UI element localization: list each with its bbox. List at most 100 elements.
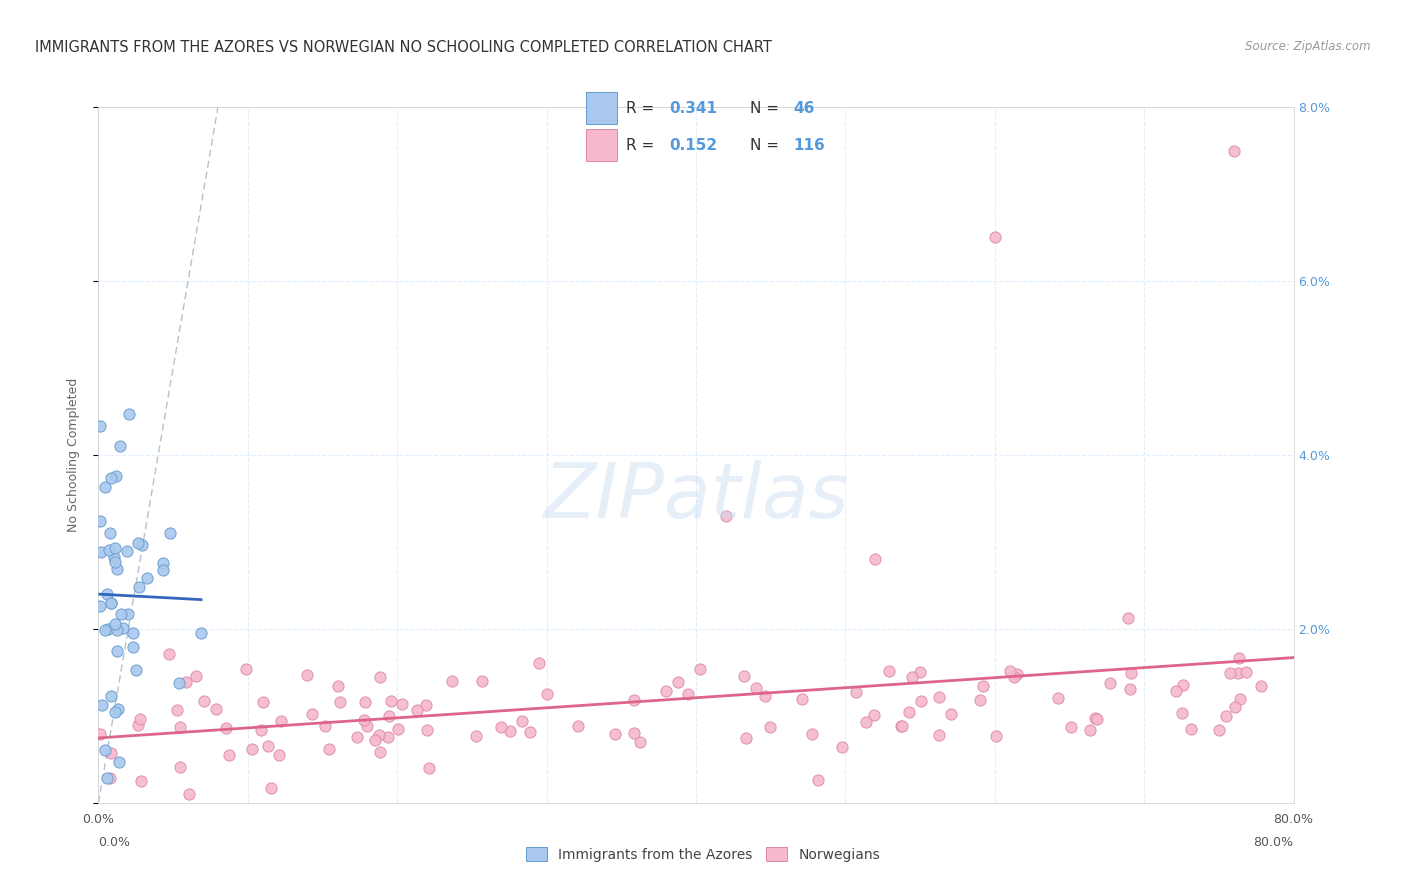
- Point: [910, 693, 932, 707]
- Point: [676, 687, 699, 701]
- Point: [89, 599, 111, 613]
- Point: [733, 669, 755, 683]
- Point: [1208, 723, 1230, 737]
- Point: [418, 760, 440, 774]
- Point: [714, 508, 737, 523]
- Point: [890, 719, 912, 733]
- Point: [364, 733, 387, 747]
- Point: [1060, 720, 1083, 734]
- Point: [97, 623, 120, 637]
- Point: [89, 515, 111, 529]
- Point: [93, 480, 115, 494]
- Point: [901, 670, 924, 684]
- Point: [90, 545, 112, 559]
- Point: [1000, 664, 1022, 678]
- Point: [465, 729, 488, 743]
- Point: [353, 713, 375, 727]
- Point: [877, 665, 900, 679]
- Point: [98, 771, 121, 785]
- Point: [1219, 665, 1241, 680]
- Point: [807, 772, 830, 787]
- Text: 0.341: 0.341: [669, 101, 717, 116]
- Point: [174, 675, 197, 690]
- Point: [252, 695, 274, 709]
- Point: [218, 748, 240, 763]
- Point: [215, 722, 238, 736]
- Point: [519, 725, 541, 739]
- Text: 80.0%: 80.0%: [1254, 837, 1294, 849]
- Point: [1046, 691, 1069, 706]
- Point: [100, 596, 122, 610]
- Point: [969, 693, 991, 707]
- Point: [100, 470, 122, 484]
- Point: [115, 544, 138, 558]
- Point: [1078, 723, 1101, 737]
- Point: [169, 720, 191, 734]
- Point: [1170, 706, 1192, 721]
- Point: [166, 703, 188, 717]
- Point: [380, 694, 402, 708]
- Point: [1085, 713, 1108, 727]
- Point: [1119, 681, 1142, 696]
- Point: [169, 760, 191, 774]
- Point: [368, 670, 391, 684]
- Point: [1223, 144, 1246, 158]
- Point: [122, 640, 145, 655]
- Point: [1084, 710, 1107, 724]
- Point: [1229, 692, 1251, 706]
- Text: IMMIGRANTS FROM THE AZORES VS NORWEGIAN NO SCHOOLING COMPLETED CORRELATION CHART: IMMIGRANTS FROM THE AZORES VS NORWEGIAN …: [35, 40, 772, 55]
- Point: [108, 756, 131, 770]
- Text: Source: ZipAtlas.com: Source: ZipAtlas.com: [1246, 40, 1371, 54]
- Text: 46: 46: [793, 101, 814, 116]
- Point: [117, 607, 139, 621]
- Point: [267, 747, 290, 762]
- Point: [326, 679, 349, 693]
- Text: N =: N =: [749, 138, 783, 153]
- Point: [193, 694, 215, 708]
- Point: [100, 747, 122, 761]
- Point: [745, 681, 768, 696]
- Point: [1180, 723, 1202, 737]
- Point: [100, 689, 122, 703]
- Point: [387, 722, 409, 736]
- Point: [1116, 611, 1139, 625]
- Point: [510, 714, 533, 728]
- Point: [205, 702, 228, 716]
- Text: 116: 116: [793, 138, 825, 153]
- Point: [928, 690, 950, 705]
- Point: [865, 552, 887, 566]
- Point: [1099, 676, 1122, 690]
- Point: [128, 580, 150, 594]
- Point: [94, 623, 117, 637]
- Point: [127, 717, 149, 731]
- Bar: [586, 128, 617, 161]
- Point: [368, 745, 391, 759]
- Point: [127, 535, 149, 549]
- Point: [329, 695, 352, 709]
- Point: [845, 685, 868, 699]
- Point: [790, 692, 813, 706]
- Point: [605, 726, 627, 740]
- Point: [257, 739, 280, 753]
- Point: [377, 730, 399, 744]
- Point: [623, 726, 645, 740]
- Point: [391, 698, 413, 712]
- Text: 0.0%: 0.0%: [98, 837, 131, 849]
- Point: [939, 707, 962, 722]
- Point: [536, 688, 558, 702]
- Point: [152, 556, 174, 570]
- Point: [100, 596, 122, 610]
- Point: [91, 698, 114, 713]
- Point: [628, 735, 651, 749]
- Point: [735, 731, 758, 745]
- Point: [623, 693, 645, 707]
- Point: [654, 684, 676, 698]
- Point: [104, 468, 127, 483]
- Point: [240, 742, 263, 756]
- Point: [1234, 665, 1257, 679]
- Point: [94, 743, 117, 757]
- Point: [105, 643, 128, 657]
- Text: R =: R =: [626, 138, 659, 153]
- Point: [908, 665, 931, 679]
- Point: [406, 703, 429, 717]
